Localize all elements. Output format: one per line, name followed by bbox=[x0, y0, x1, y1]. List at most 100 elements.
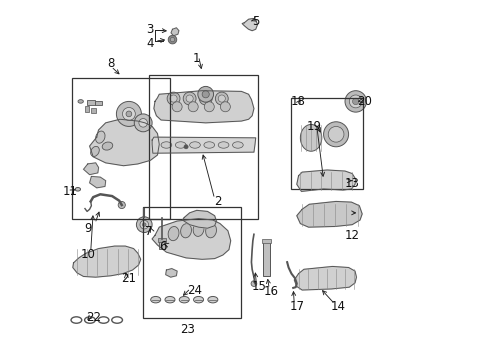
Circle shape bbox=[118, 202, 125, 208]
FancyBboxPatch shape bbox=[263, 242, 270, 275]
Polygon shape bbox=[73, 246, 141, 277]
Circle shape bbox=[328, 126, 344, 142]
Circle shape bbox=[202, 91, 209, 98]
Text: 5: 5 bbox=[252, 14, 259, 27]
Circle shape bbox=[117, 102, 142, 126]
Ellipse shape bbox=[96, 131, 105, 143]
Circle shape bbox=[352, 98, 359, 105]
Text: 24: 24 bbox=[188, 284, 202, 297]
Ellipse shape bbox=[165, 296, 175, 303]
Circle shape bbox=[220, 102, 230, 112]
Circle shape bbox=[170, 95, 177, 102]
Circle shape bbox=[188, 102, 198, 112]
Text: 3: 3 bbox=[147, 23, 154, 36]
Polygon shape bbox=[90, 176, 106, 188]
Circle shape bbox=[126, 111, 132, 117]
Circle shape bbox=[167, 92, 180, 105]
Text: 19: 19 bbox=[307, 120, 322, 133]
Text: 1: 1 bbox=[193, 52, 200, 65]
Ellipse shape bbox=[102, 142, 113, 150]
Polygon shape bbox=[152, 219, 231, 259]
FancyBboxPatch shape bbox=[159, 239, 165, 249]
Circle shape bbox=[139, 118, 147, 127]
Bar bbox=[72, 78, 170, 219]
FancyBboxPatch shape bbox=[85, 107, 89, 112]
Circle shape bbox=[143, 223, 146, 226]
Circle shape bbox=[251, 281, 257, 287]
Ellipse shape bbox=[181, 224, 192, 238]
Ellipse shape bbox=[75, 188, 80, 191]
Ellipse shape bbox=[151, 296, 161, 303]
Circle shape bbox=[323, 122, 348, 147]
Text: 12: 12 bbox=[344, 229, 360, 242]
Polygon shape bbox=[154, 91, 254, 123]
FancyBboxPatch shape bbox=[96, 101, 102, 105]
Text: 21: 21 bbox=[122, 272, 136, 285]
Ellipse shape bbox=[78, 100, 83, 103]
Text: 6: 6 bbox=[159, 240, 167, 253]
Circle shape bbox=[349, 95, 362, 108]
Circle shape bbox=[172, 102, 182, 112]
Circle shape bbox=[136, 217, 152, 233]
Polygon shape bbox=[294, 266, 356, 290]
Circle shape bbox=[215, 92, 228, 105]
Ellipse shape bbox=[206, 224, 217, 238]
Ellipse shape bbox=[300, 125, 322, 151]
Text: 18: 18 bbox=[291, 95, 305, 108]
Text: 23: 23 bbox=[180, 323, 196, 336]
Ellipse shape bbox=[208, 296, 218, 303]
Polygon shape bbox=[297, 202, 362, 227]
FancyBboxPatch shape bbox=[158, 238, 166, 242]
Bar bbox=[291, 98, 363, 189]
Circle shape bbox=[134, 114, 152, 132]
Text: 16: 16 bbox=[263, 285, 278, 298]
Text: 13: 13 bbox=[345, 177, 360, 190]
Text: 4: 4 bbox=[147, 37, 154, 50]
Text: 14: 14 bbox=[330, 300, 345, 313]
Circle shape bbox=[184, 145, 188, 149]
Circle shape bbox=[122, 108, 135, 120]
Bar bbox=[148, 75, 258, 219]
Ellipse shape bbox=[194, 296, 203, 303]
Text: 7: 7 bbox=[145, 225, 152, 238]
Circle shape bbox=[202, 95, 209, 102]
Text: 11: 11 bbox=[62, 185, 77, 198]
Circle shape bbox=[199, 92, 212, 105]
Ellipse shape bbox=[161, 142, 172, 148]
Polygon shape bbox=[171, 28, 179, 36]
Ellipse shape bbox=[193, 222, 204, 237]
Text: 9: 9 bbox=[84, 222, 92, 235]
Circle shape bbox=[345, 91, 367, 112]
Text: 17: 17 bbox=[289, 300, 304, 313]
Polygon shape bbox=[182, 210, 217, 228]
Circle shape bbox=[171, 37, 174, 42]
Circle shape bbox=[168, 35, 177, 44]
Ellipse shape bbox=[168, 226, 179, 241]
Ellipse shape bbox=[91, 147, 99, 157]
Polygon shape bbox=[297, 170, 356, 192]
Circle shape bbox=[186, 95, 193, 102]
Polygon shape bbox=[152, 137, 256, 153]
Text: 15: 15 bbox=[252, 280, 267, 293]
Ellipse shape bbox=[232, 142, 243, 148]
Circle shape bbox=[198, 86, 214, 102]
Text: 22: 22 bbox=[86, 311, 100, 324]
Polygon shape bbox=[83, 163, 98, 175]
Ellipse shape bbox=[218, 142, 229, 148]
Text: 2: 2 bbox=[215, 195, 222, 208]
FancyBboxPatch shape bbox=[88, 100, 96, 105]
Polygon shape bbox=[90, 119, 159, 166]
Circle shape bbox=[183, 92, 196, 105]
Ellipse shape bbox=[190, 142, 200, 148]
FancyBboxPatch shape bbox=[262, 239, 271, 243]
Polygon shape bbox=[242, 18, 258, 31]
Circle shape bbox=[140, 220, 148, 229]
Bar bbox=[143, 207, 242, 318]
Ellipse shape bbox=[179, 296, 189, 303]
Ellipse shape bbox=[204, 142, 215, 148]
Text: 8: 8 bbox=[107, 57, 115, 71]
Circle shape bbox=[218, 95, 225, 102]
Text: 20: 20 bbox=[357, 95, 372, 108]
Text: 10: 10 bbox=[80, 248, 95, 261]
Ellipse shape bbox=[175, 142, 186, 148]
